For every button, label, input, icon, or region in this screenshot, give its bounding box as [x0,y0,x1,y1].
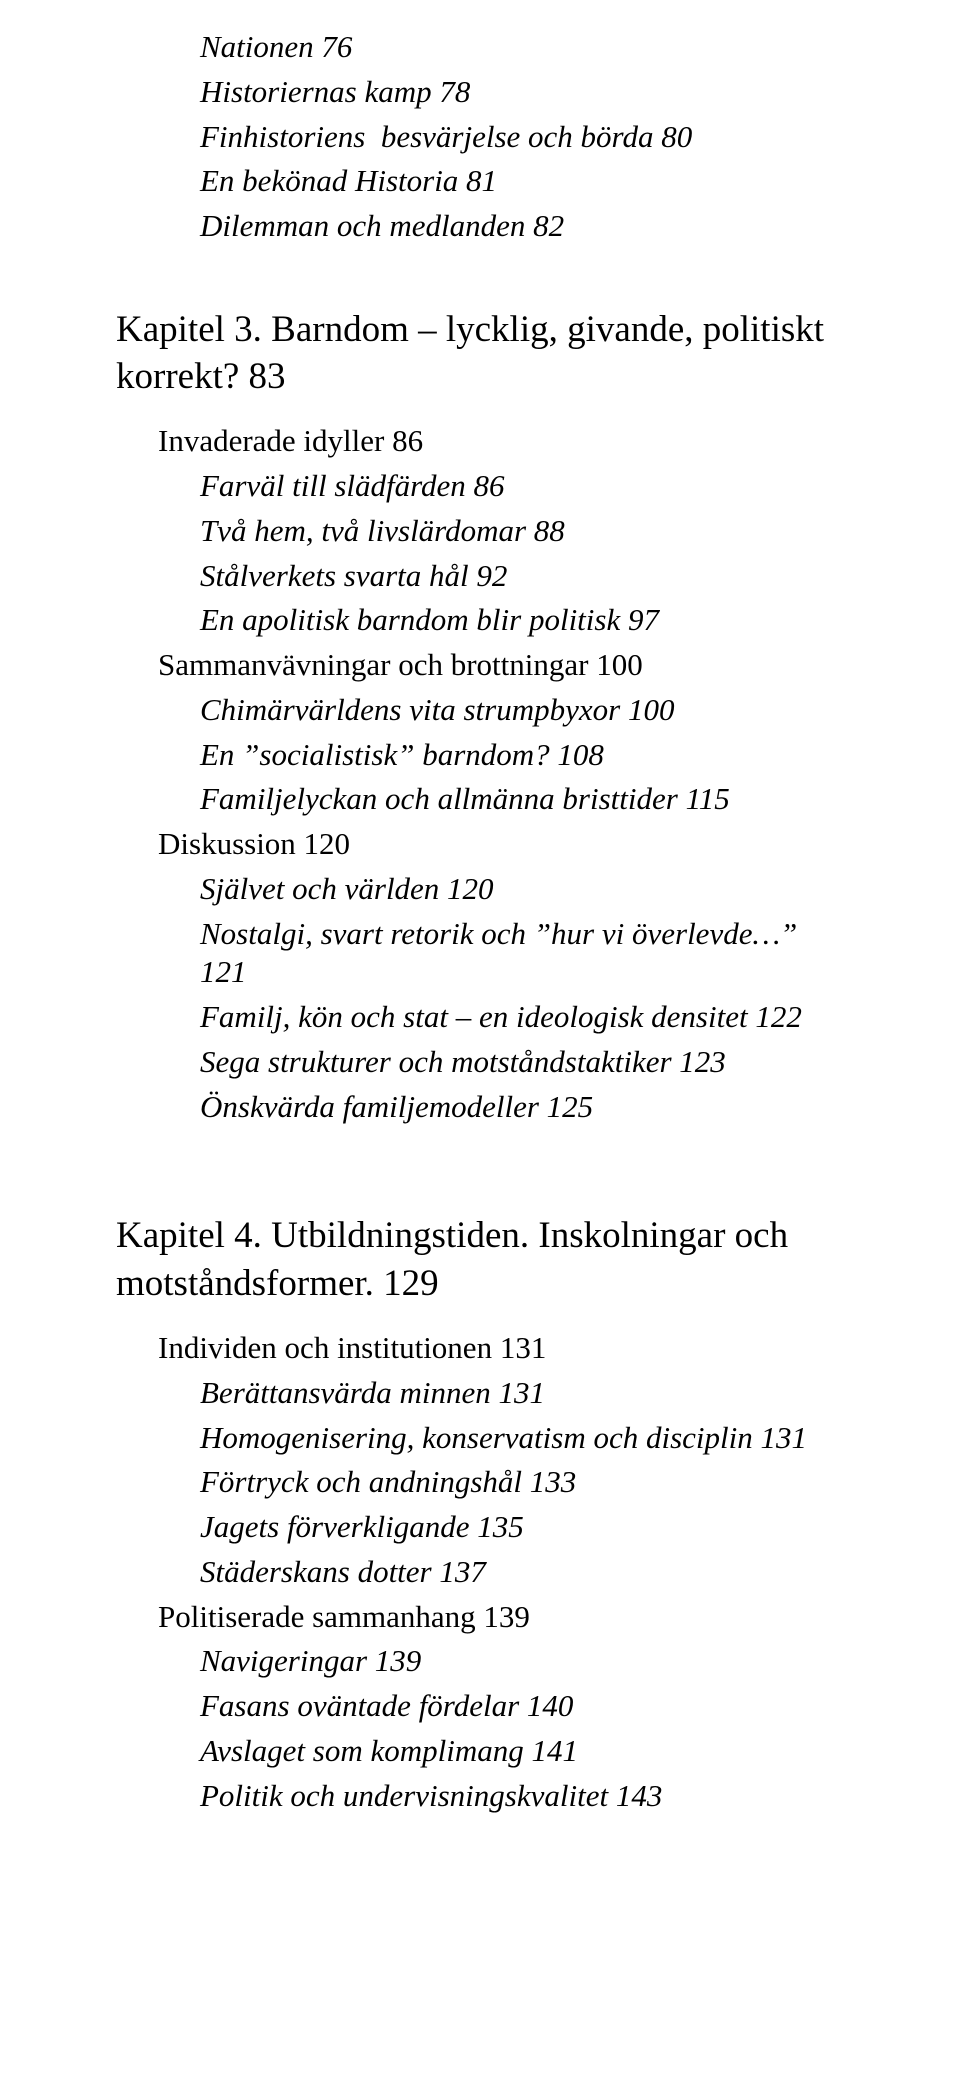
toc-section: Invaderade idyller 86 [116,422,850,461]
toc-section: Diskussion 120 [116,825,850,864]
toc-subitem: Önskvärda familjemodeller 125 [116,1088,850,1127]
toc-section: Individen och institutionen 131 [116,1329,850,1368]
toc-subitem: En apolitisk barndom blir politisk 97 [116,601,850,640]
toc-subitem: Två hem, två livslärdomar 88 [116,512,850,551]
toc-subitem: Avslaget som komplimang 141 [116,1732,850,1771]
toc-subitem: Berättansvärda minnen 131 [116,1374,850,1413]
toc-subitem: Nostalgi, svart retorik och ”hur vi över… [116,915,850,993]
toc-subitem: Familjelyckan och allmänna bristtider 11… [116,780,850,819]
toc-subitem: Finhistoriens besvärjelse och börda 80 [116,118,850,157]
toc-subitem: Sega strukturer och motståndstaktiker 12… [116,1043,850,1082]
toc-subitem: Familj, kön och stat – en ideologisk den… [116,998,850,1037]
toc-subitem: Stålverkets svarta hål 92 [116,557,850,596]
toc-subitem: Navigeringar 139 [116,1642,850,1681]
toc-subitem: Chimärvärldens vita strumpbyxor 100 [116,691,850,730]
chapter-heading: Kapitel 4. Utbildningstiden. Inskolninga… [116,1212,850,1307]
toc-subitem: Städerskans dotter 137 [116,1553,850,1592]
toc-subitem: Förtryck och andningshål 133 [116,1463,850,1502]
toc-subitem: Historiernas kamp 78 [116,73,850,112]
toc-subitem: Nationen 76 [116,28,850,67]
chapter-heading: Kapitel 3. Barndom – lycklig, givande, p… [116,306,850,401]
toc-subitem: Farväl till slädfärden 86 [116,467,850,506]
toc-subitem: En bekönad Historia 81 [116,162,850,201]
toc-section: Sammanvävningar och brottningar 100 [116,646,850,685]
toc-subitem: Självet och världen 120 [116,870,850,909]
toc-section: Politiserade sammanhang 139 [116,1598,850,1637]
toc-subitem: Fasans oväntade fördelar 140 [116,1687,850,1726]
toc-subitem: Dilemman och medlanden 82 [116,207,850,246]
toc-subitem: En ”socialistisk” barndom? 108 [116,736,850,775]
toc-subitem: Politik och undervisningskvalitet 143 [116,1777,850,1816]
toc-subitem: Homogenisering, konservatism och discipl… [116,1419,850,1458]
toc-subitem: Jagets förverkligande 135 [116,1508,850,1547]
